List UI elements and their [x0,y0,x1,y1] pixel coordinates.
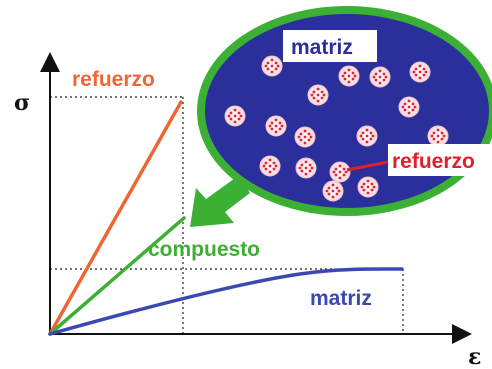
reinforcement-particle [307,84,329,106]
inset-reinforcement-label: refuerzo [392,150,475,173]
reinforcement-particle [261,55,283,77]
reinforcement-particle [338,65,360,87]
reinforcement-particle [356,125,378,147]
curves [48,100,404,336]
axes [40,52,472,344]
reinforcement-particle [398,96,420,118]
compuesto-curve [48,216,186,336]
y-axis-symbol: σ [14,90,30,116]
matriz-label: matriz [310,287,372,310]
zoom-arrow [190,176,250,227]
reinforcement-particle [369,66,391,88]
reinforcement-particle [329,161,351,183]
refuerzo-label: refuerzo [72,68,155,91]
reference-lines [50,96,404,334]
reinforcement-particle [357,176,379,198]
inset-matrix-label: matriz [291,36,353,59]
reinforcement-particle [259,155,281,177]
x-axis-symbol: ε [468,344,481,369]
reinforcement-particle [224,105,246,127]
reinforcement-particle [294,126,316,148]
matriz-curve [48,267,404,336]
particles [224,55,449,202]
reinforcement-particle [427,125,449,147]
microstructure-inset: matriz refuerzo [197,6,492,216]
reinforcement-particle [295,157,317,179]
compuesto-label: compuesto [148,238,260,261]
reinforcement-particle [265,115,287,137]
reinforcement-particle [409,61,431,83]
inset-reinforcement-label-box [388,144,491,176]
inset-matrix-label-box [283,30,377,62]
reinforcement-particle [322,180,344,202]
reinforcement-pointer-line [346,160,389,172]
refuerzo-curve [48,100,183,336]
